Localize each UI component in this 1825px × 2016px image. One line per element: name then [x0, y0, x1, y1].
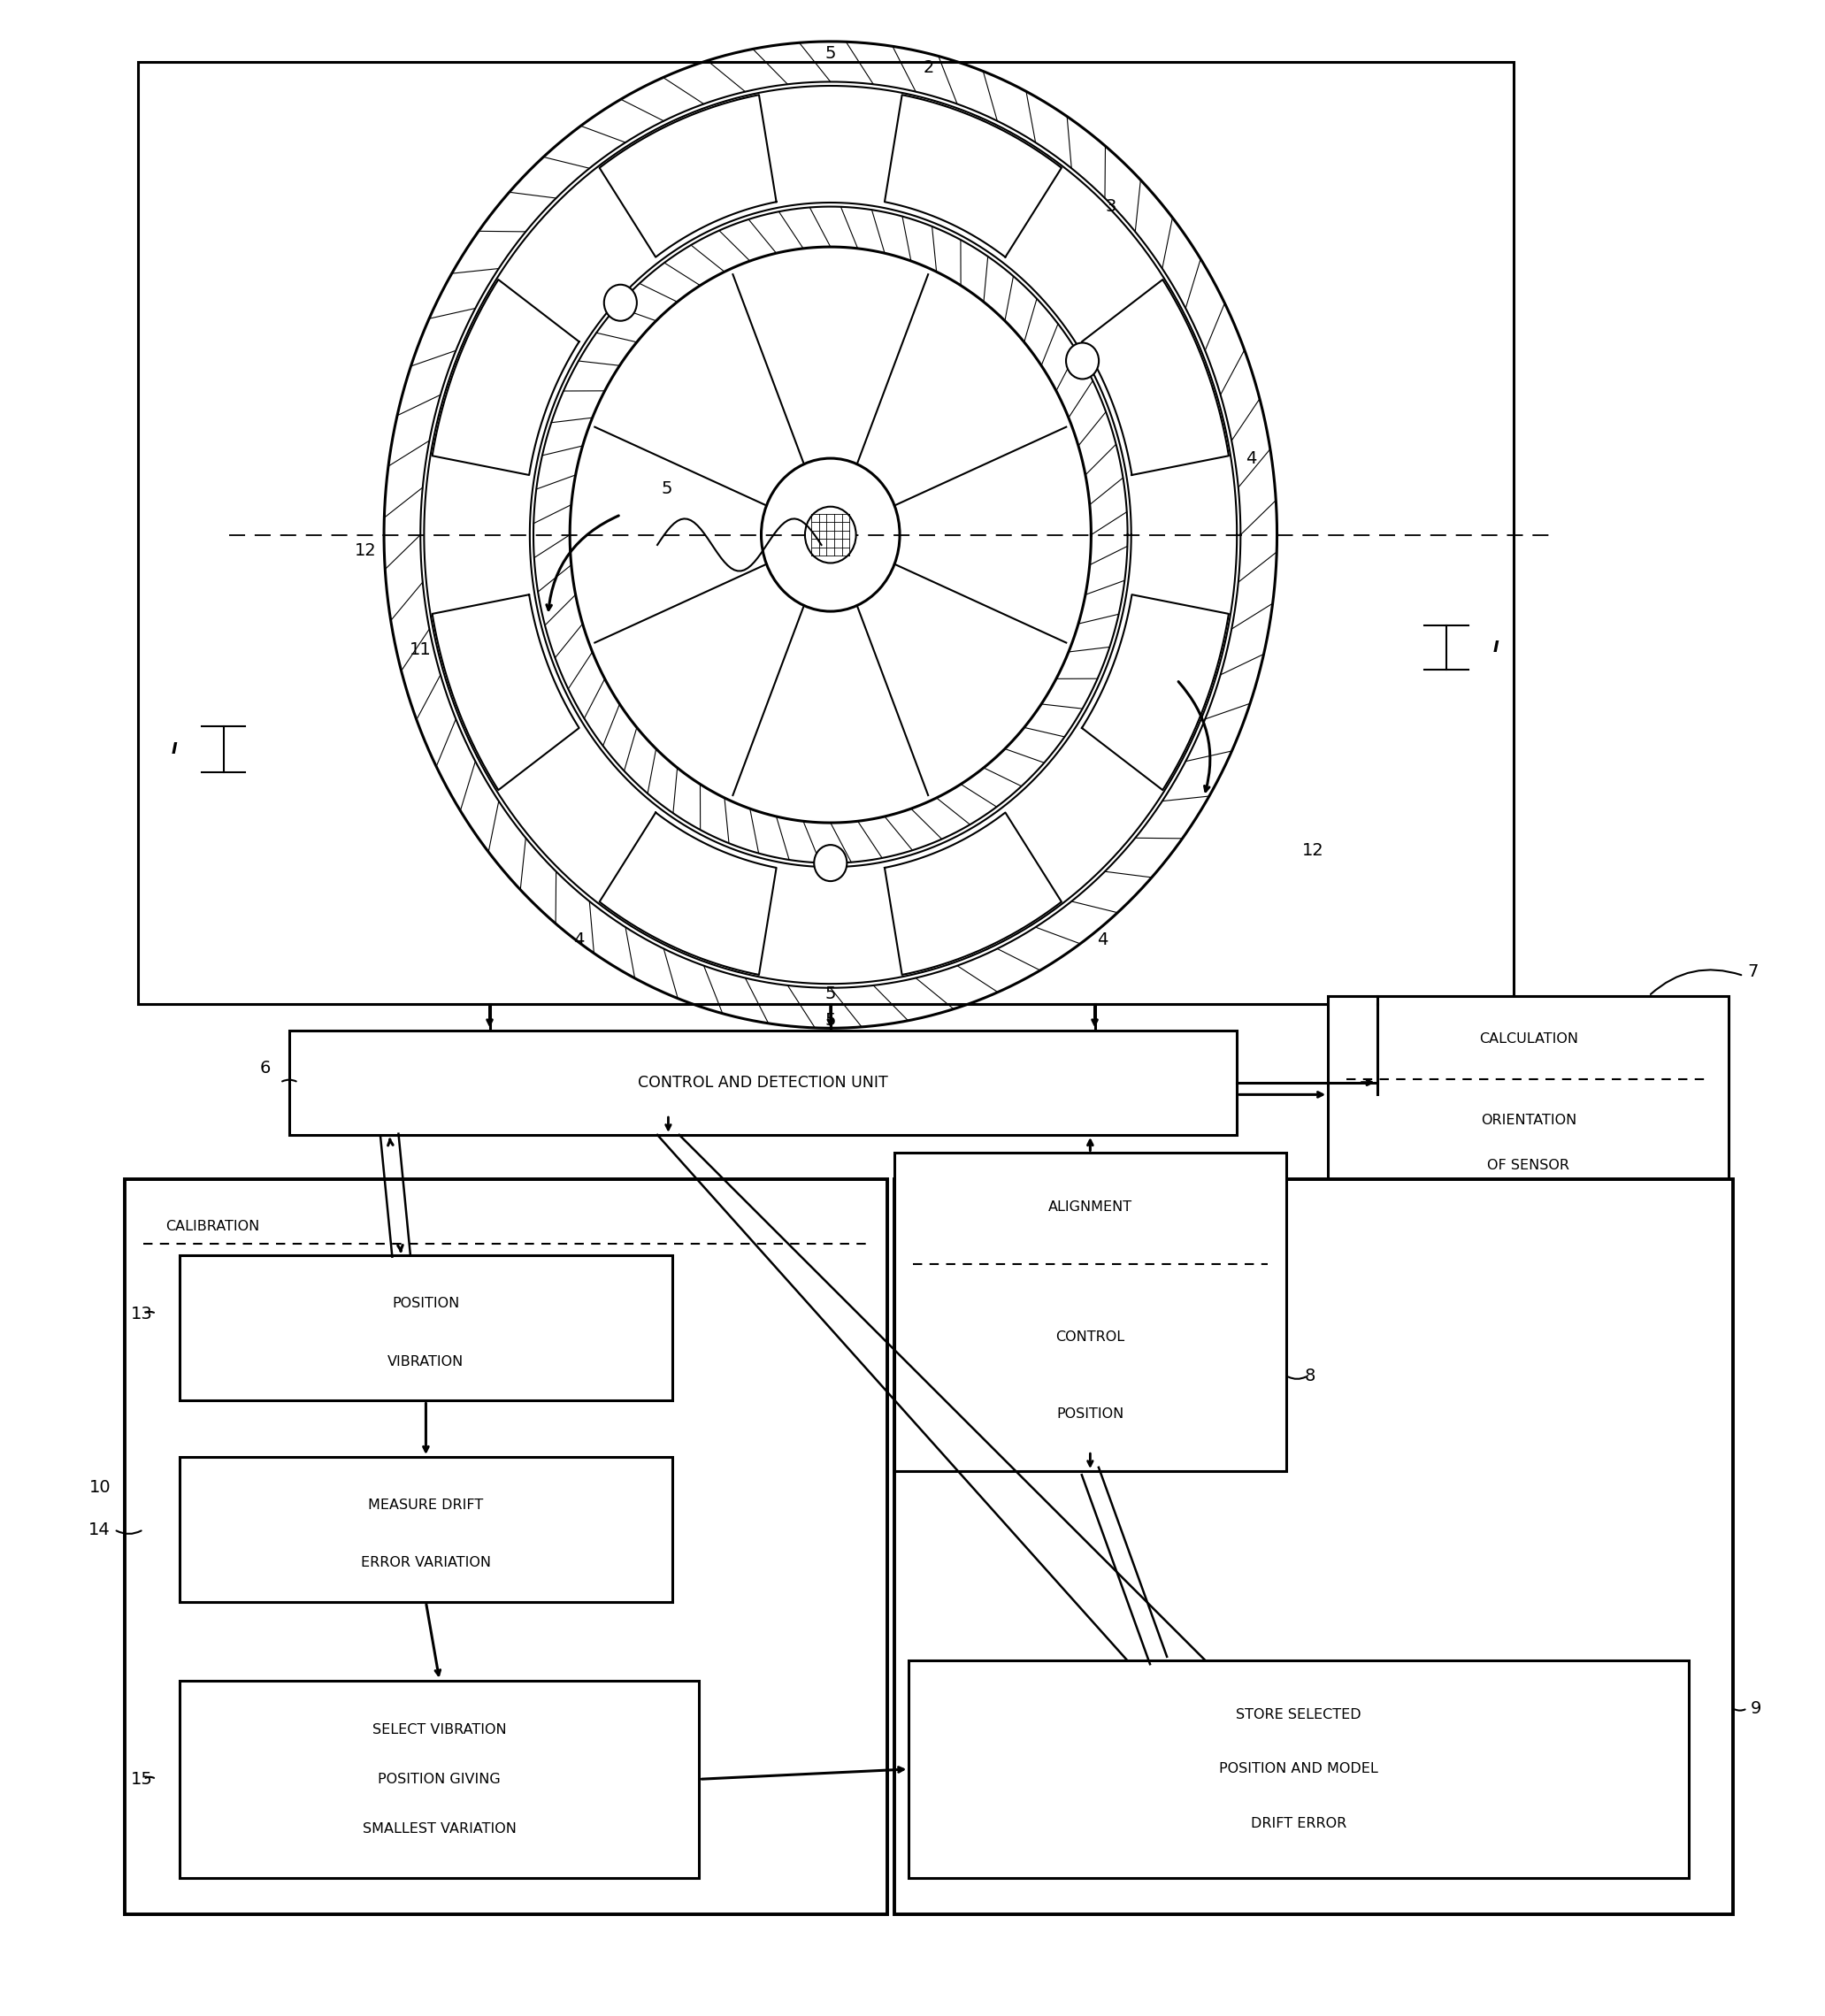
Bar [894, 1179, 1732, 1913]
Polygon shape [1082, 595, 1228, 790]
Text: OF SENSOR: OF SENSOR [1487, 1159, 1569, 1171]
Polygon shape [433, 595, 579, 790]
Text: 10: 10 [89, 1480, 111, 1496]
Text: 8: 8 [1305, 1367, 1316, 1385]
Text: I: I [172, 742, 177, 758]
Text: CONTROL AND DETECTION UNIT: CONTROL AND DETECTION UNIT [639, 1075, 889, 1091]
Text: 4: 4 [1246, 450, 1257, 468]
Bar [181, 1458, 672, 1603]
Text: SMALLEST VARIATION: SMALLEST VARIATION [363, 1822, 516, 1835]
Text: 7: 7 [1747, 964, 1757, 980]
Bar [909, 1661, 1688, 1877]
Text: ALIGNMENT: ALIGNMENT [1048, 1200, 1132, 1214]
Text: POSITION: POSITION [392, 1296, 460, 1310]
Text: 9: 9 [1750, 1699, 1761, 1718]
Text: SELECT VIBRATION: SELECT VIBRATION [372, 1724, 507, 1736]
Text: POSITION AND MODEL: POSITION AND MODEL [1219, 1762, 1378, 1776]
Circle shape [814, 845, 847, 881]
Polygon shape [1082, 280, 1228, 476]
Text: 5: 5 [825, 1012, 836, 1028]
Text: 2: 2 [923, 58, 934, 77]
Text: 5: 5 [825, 44, 836, 62]
Text: DRIFT ERROR: DRIFT ERROR [1250, 1816, 1347, 1831]
Text: 4: 4 [573, 931, 584, 948]
Circle shape [1066, 343, 1099, 379]
Polygon shape [599, 95, 776, 258]
Text: POSITION: POSITION [1057, 1407, 1124, 1421]
Bar [894, 1153, 1287, 1472]
Text: CALIBRATION: CALIBRATION [166, 1220, 259, 1234]
Bar [126, 1179, 887, 1913]
Bar [181, 1681, 699, 1877]
Text: 4: 4 [684, 119, 695, 137]
Text: POSITION GIVING: POSITION GIVING [378, 1772, 500, 1786]
Bar [181, 1256, 672, 1401]
Polygon shape [433, 280, 579, 476]
Text: 5: 5 [1194, 446, 1204, 464]
Polygon shape [599, 812, 776, 976]
Text: 11: 11 [409, 641, 431, 657]
Text: I: I [1493, 639, 1498, 655]
Text: MEASURE DRIFT: MEASURE DRIFT [369, 1498, 484, 1512]
Bar [1329, 996, 1728, 1193]
Text: 15: 15 [131, 1770, 153, 1788]
Text: CONTROL: CONTROL [1055, 1331, 1124, 1345]
Text: VIBRATION: VIBRATION [387, 1355, 464, 1369]
Text: STORE SELECTED: STORE SELECTED [1236, 1708, 1361, 1722]
Polygon shape [885, 812, 1062, 976]
Text: 5: 5 [661, 480, 672, 496]
Text: 5: 5 [825, 986, 836, 1002]
Text: 12: 12 [354, 542, 376, 558]
Text: 6: 6 [259, 1060, 270, 1077]
Text: 4: 4 [1097, 931, 1108, 948]
Text: 13: 13 [131, 1304, 153, 1322]
Text: 3: 3 [1106, 198, 1117, 216]
Text: 14: 14 [89, 1522, 111, 1538]
Bar [288, 1030, 1237, 1135]
Text: ORIENTATION: ORIENTATION [1480, 1113, 1577, 1127]
Text: CALCULATION: CALCULATION [1478, 1032, 1579, 1046]
Bar [139, 62, 1515, 1004]
Circle shape [604, 284, 637, 321]
Polygon shape [885, 95, 1062, 258]
Circle shape [805, 506, 856, 562]
Text: 12: 12 [1303, 843, 1325, 859]
Text: ERROR VARIATION: ERROR VARIATION [361, 1556, 491, 1570]
